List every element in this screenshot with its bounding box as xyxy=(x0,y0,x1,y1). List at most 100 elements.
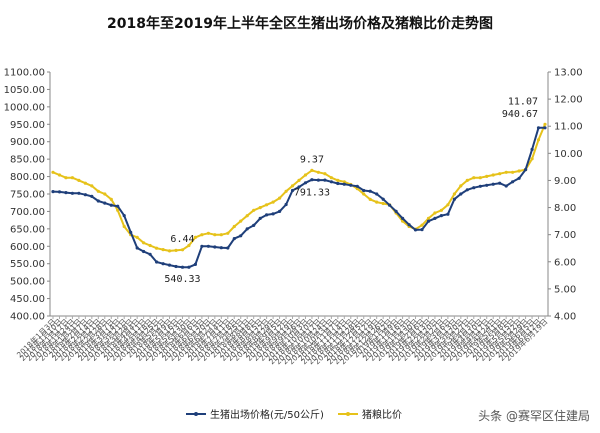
data-point-price xyxy=(64,191,68,195)
data-point-price xyxy=(452,197,456,201)
left-tick-label: 750.00 xyxy=(10,190,45,201)
data-point-price xyxy=(355,184,359,188)
data-point-price xyxy=(258,216,262,220)
data-point-price xyxy=(420,228,424,232)
data-point-ratio xyxy=(232,224,236,229)
data-point-ratio xyxy=(465,178,469,182)
data-point-ratio xyxy=(271,200,275,204)
data-label: 6.44 xyxy=(170,234,194,245)
data-point-ratio xyxy=(284,189,288,193)
right-tick-label: 11.00 xyxy=(554,122,583,133)
data-point-ratio xyxy=(148,243,152,248)
data-point-price xyxy=(439,214,443,218)
data-point-ratio xyxy=(109,197,113,201)
data-point-ratio xyxy=(77,178,81,182)
data-point-price xyxy=(90,194,94,198)
data-point-ratio xyxy=(265,203,269,207)
data-point-price xyxy=(226,246,230,250)
data-point-price xyxy=(83,193,87,197)
data-point-ratio xyxy=(161,248,165,252)
chart-title: 2018年至2019年上半年全区生猪出场价格及猪粮比价走势图 xyxy=(107,15,493,32)
data-point-price xyxy=(122,214,126,218)
data-point-price xyxy=(271,212,275,216)
data-point-ratio xyxy=(90,184,94,188)
data-point-ratio xyxy=(290,184,295,188)
data-point-price xyxy=(310,178,314,182)
left-tick-label: 950.00 xyxy=(10,120,45,131)
data-point-price xyxy=(504,184,508,188)
data-point-ratio xyxy=(103,192,107,196)
data-point-price xyxy=(407,223,411,227)
data-point-price xyxy=(219,246,223,250)
data-point-price xyxy=(206,244,210,248)
right-tick-label: 12.00 xyxy=(554,95,583,106)
annotations: 6.44 540.33 9.37 791.33 11.07 940.67 xyxy=(164,96,538,285)
series-layer xyxy=(51,122,547,269)
data-point-ratio xyxy=(252,208,256,212)
left-tick-label: 850.00 xyxy=(10,155,45,166)
data-point-ratio xyxy=(446,203,450,207)
data-point-ratio xyxy=(187,243,191,248)
data-point-price xyxy=(51,190,55,194)
data-point-ratio xyxy=(420,223,424,227)
data-point-ratio xyxy=(193,235,197,239)
data-point-price xyxy=(381,197,385,201)
left-axis: 1100.00 1050.00 1000.00 950.00 900.00 850.00 8… xyxy=(4,68,51,323)
data-point-price xyxy=(116,204,120,208)
data-point-ratio xyxy=(245,214,249,218)
data-point-ratio xyxy=(536,138,541,142)
data-point-price xyxy=(174,264,178,269)
data-point-price xyxy=(394,209,398,213)
data-point-ratio xyxy=(310,168,314,172)
data-point-ratio xyxy=(323,172,327,176)
data-point-price xyxy=(426,219,431,223)
data-point-price xyxy=(155,260,159,264)
data-point-price xyxy=(187,265,191,269)
data-point-ratio xyxy=(239,219,243,223)
right-tick-label: 13.00 xyxy=(554,68,583,79)
data-label: 940.67 xyxy=(502,109,538,120)
right-tick-label: 6.00 xyxy=(554,257,576,268)
legend: 生猪出场价格(元/50公斤) 猪粮比价 xyxy=(186,408,402,421)
data-point-ratio xyxy=(70,176,74,180)
data-label: 540.33 xyxy=(164,274,200,285)
right-tick-label: 9.00 xyxy=(554,176,576,187)
data-point-ratio xyxy=(83,181,87,185)
data-point-ratio xyxy=(213,233,217,237)
legend-label-ratio: 猪粮比价 xyxy=(362,408,402,421)
data-point-price xyxy=(193,262,197,266)
data-point-ratio xyxy=(375,200,379,204)
data-point-ratio xyxy=(459,184,463,188)
data-point-price xyxy=(96,199,100,203)
data-point-price xyxy=(284,202,288,207)
data-point-price xyxy=(349,183,353,187)
data-point-price xyxy=(180,265,185,269)
legend-marker-price xyxy=(194,412,198,416)
data-point-ratio xyxy=(57,173,62,177)
data-point-price xyxy=(491,182,495,186)
left-tick-label: 500.00 xyxy=(10,277,45,288)
data-point-ratio xyxy=(174,248,178,252)
data-point-price xyxy=(103,201,107,205)
data-point-price xyxy=(329,180,333,184)
data-point-price xyxy=(200,244,204,248)
data-point-ratio xyxy=(116,208,120,212)
data-point-ratio xyxy=(452,192,456,196)
data-point-ratio xyxy=(472,176,476,180)
data-point-price xyxy=(413,228,418,232)
data-point-ratio xyxy=(316,170,320,174)
data-point-price xyxy=(57,190,62,194)
data-point-price xyxy=(510,180,515,184)
data-point-price xyxy=(265,213,269,217)
data-point-ratio xyxy=(122,224,126,229)
data-label: 9.37 xyxy=(300,154,324,165)
right-tick-label: 4.00 xyxy=(554,312,576,323)
data-point-ratio xyxy=(258,206,262,210)
data-point-ratio xyxy=(517,169,521,173)
data-point-price xyxy=(401,216,405,220)
left-tick-label: 650.00 xyxy=(10,224,45,235)
legend-label-price: 生猪出场价格(元/50公斤) xyxy=(210,408,324,421)
data-point-ratio xyxy=(51,170,55,174)
